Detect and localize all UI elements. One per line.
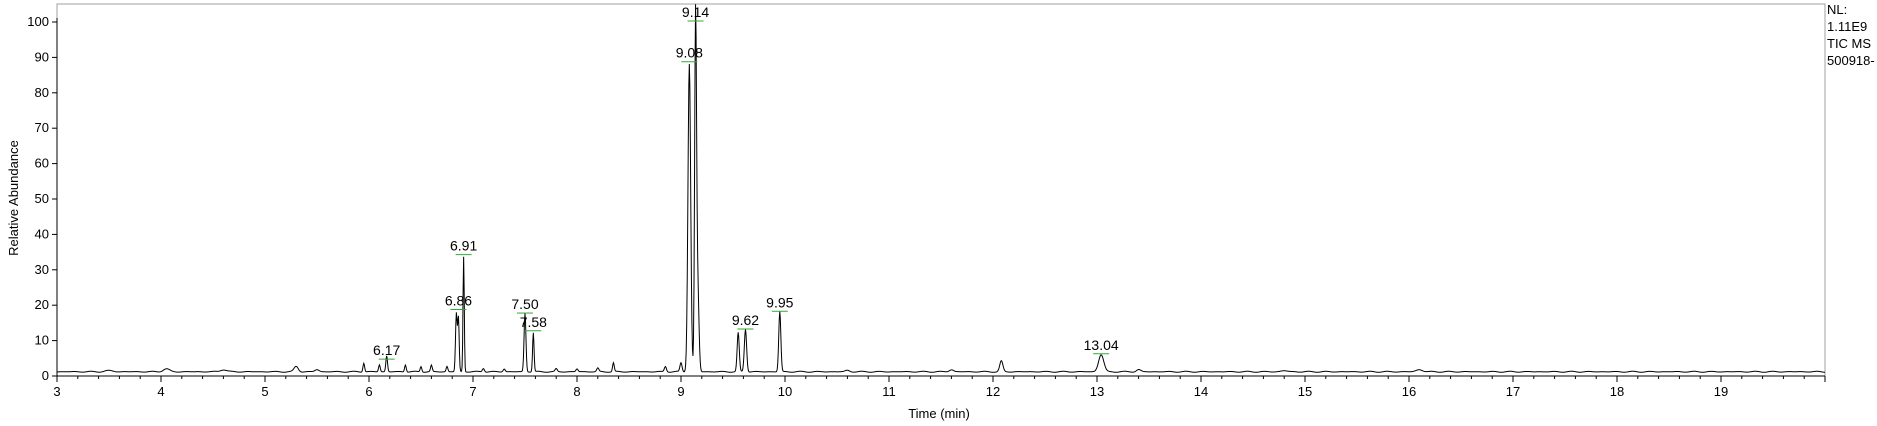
nl-value: 1.11E9 bbox=[1827, 19, 1868, 34]
peak-label: 6.17 bbox=[373, 342, 400, 358]
y-tick-label: 50 bbox=[35, 191, 49, 206]
x-tick-label: 19 bbox=[1714, 384, 1728, 399]
x-tick-label: 11 bbox=[882, 384, 896, 399]
y-tick-label: 30 bbox=[35, 262, 49, 277]
peak-label: 9.14 bbox=[682, 4, 709, 20]
peak-markers bbox=[378, 20, 1110, 360]
x-axis-title: Time (min) bbox=[908, 406, 970, 421]
x-tick-label: 18 bbox=[1610, 384, 1624, 399]
x-tick-label: 14 bbox=[1194, 384, 1208, 399]
x-tick-label: 15 bbox=[1298, 384, 1312, 399]
y-tick-label: 10 bbox=[35, 333, 49, 348]
x-tick-label: 5 bbox=[261, 384, 268, 399]
x-tick-label: 9 bbox=[677, 384, 684, 399]
y-tick-label: 70 bbox=[35, 120, 49, 135]
y-tick-label: 90 bbox=[35, 49, 49, 64]
x-tick-label: 4 bbox=[157, 384, 164, 399]
plot-frame bbox=[56, 3, 1826, 377]
x-tick-label: 17 bbox=[1506, 384, 1520, 399]
x-tick-label: 12 bbox=[986, 384, 1000, 399]
x-tick-label: 10 bbox=[778, 384, 792, 399]
y-tick-label: 20 bbox=[35, 297, 49, 312]
nl-label: NL: bbox=[1827, 2, 1848, 17]
x-tick-label: 8 bbox=[573, 384, 580, 399]
peak-label: 9.95 bbox=[766, 294, 793, 310]
peak-label: 7.50 bbox=[511, 296, 538, 312]
file-id: 500918- bbox=[1827, 53, 1875, 68]
y-tick-label: 60 bbox=[35, 156, 49, 171]
peak-label: 9.08 bbox=[676, 45, 703, 61]
x-tick-label: 16 bbox=[1402, 384, 1416, 399]
x-axis: 3 4 5 6 7 8 9 10 11 12 13 14 15 16 17 18 19 bbox=[53, 375, 1826, 399]
peak-label: 6.91 bbox=[450, 238, 477, 254]
y-tick-label: 80 bbox=[35, 85, 49, 100]
y-tick-label: 0 bbox=[42, 368, 49, 383]
y-axis: 0 10 20 30 40 50 60 70 80 90 100 bbox=[27, 14, 58, 383]
y-tick-label: 40 bbox=[35, 226, 49, 241]
y-axis-title: Relative Abundance bbox=[6, 140, 21, 256]
scan-type: TIC MS bbox=[1827, 36, 1872, 51]
x-tick-label: 6 bbox=[365, 384, 372, 399]
peak-label: 7.58 bbox=[520, 314, 547, 330]
tic-trace bbox=[56, 4, 1826, 373]
x-tick-label: 3 bbox=[53, 384, 60, 399]
peak-label: 6.86 bbox=[445, 293, 472, 309]
y-tick-label: 100 bbox=[27, 14, 49, 29]
x-tick-label: 13 bbox=[1090, 384, 1104, 399]
peak-label: 9.62 bbox=[732, 312, 759, 328]
peak-labels: 6.17 6.86 6.91 7.50 7.58 9.08 9.14 9.62 9.95 13.0… bbox=[373, 4, 1119, 358]
x-tick-label: 7 bbox=[469, 384, 476, 399]
peak-label: 13.04 bbox=[1084, 337, 1119, 353]
